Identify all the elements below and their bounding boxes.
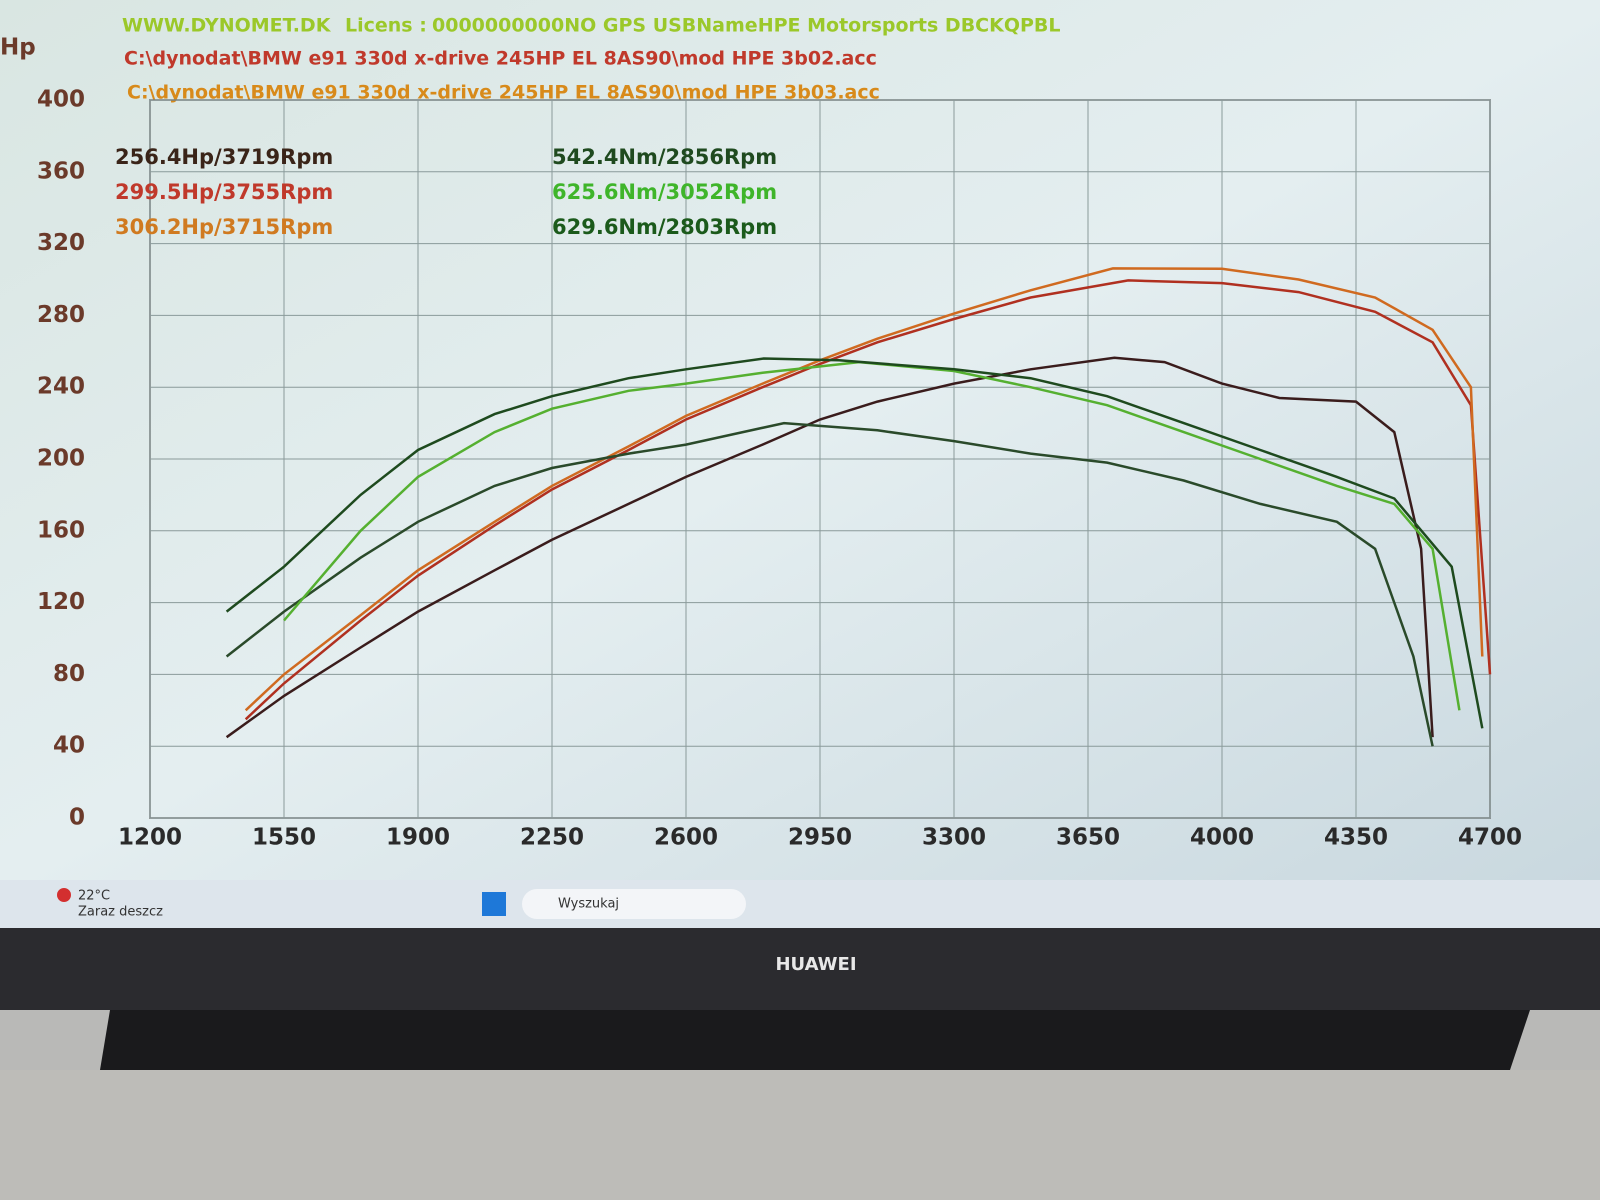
screen bbox=[0, 0, 1600, 880]
file-name: C:\dynodat\BMW e91 330d x-drive 245HP EL… bbox=[124, 48, 877, 70]
x-tick-label: 2600 bbox=[654, 825, 718, 851]
legend-label: 542.4Nm/2856Rpm bbox=[552, 145, 777, 169]
y-tick-label: 240 bbox=[37, 374, 85, 400]
y-tick-label: 320 bbox=[37, 230, 85, 256]
x-tick-label: 1200 bbox=[118, 825, 182, 851]
curve bbox=[244, 267, 1484, 712]
legend-label: 256.4Hp/3719Rpm bbox=[115, 145, 333, 169]
taskbar bbox=[0, 880, 1600, 928]
x-tick-label: 3650 bbox=[1056, 825, 1120, 851]
y-tick-label: 40 bbox=[53, 733, 85, 759]
legend-label: 306.2Hp/3715Rpm bbox=[115, 215, 333, 239]
y-tick-label: 400 bbox=[37, 87, 85, 113]
y-tick-label: 80 bbox=[53, 661, 85, 687]
x-tick-label: 1900 bbox=[386, 825, 450, 851]
x-tick-label: 4700 bbox=[1458, 825, 1522, 851]
x-tick-label: 4000 bbox=[1190, 825, 1254, 851]
hinge bbox=[100, 1010, 1530, 1070]
site: WWW.DYNOMET.DK bbox=[122, 15, 332, 37]
start-button[interactable] bbox=[482, 892, 506, 916]
x-tick-label: 2950 bbox=[788, 825, 852, 851]
x-tick-label: 2250 bbox=[520, 825, 584, 851]
bezel bbox=[0, 928, 1600, 1010]
search-box[interactable] bbox=[522, 889, 746, 919]
file-name: C:\dynodat\BMW e91 330d x-drive 245HP EL… bbox=[127, 82, 880, 104]
y-tick-label: 200 bbox=[37, 446, 85, 472]
brand: HUAWEI bbox=[775, 954, 856, 975]
weather: Zaraz deszcz bbox=[78, 905, 163, 920]
y-axis-label: Hp bbox=[0, 35, 36, 61]
weather-badge bbox=[57, 888, 71, 902]
x-tick-label: 1550 bbox=[252, 825, 316, 851]
curve bbox=[244, 279, 1492, 721]
license-label: Licens : bbox=[345, 15, 427, 37]
curve bbox=[225, 356, 1434, 739]
laptop-base bbox=[0, 1070, 1600, 1200]
x-tick-label: 3300 bbox=[922, 825, 986, 851]
license: 0000000000NO GPS USBNameHPE Motorsports … bbox=[432, 15, 1061, 37]
y-tick-label: 280 bbox=[37, 302, 85, 328]
curve bbox=[225, 421, 1434, 747]
y-tick-label: 0 bbox=[69, 805, 85, 831]
temperature: 22°C bbox=[78, 889, 110, 904]
x-tick-label: 4350 bbox=[1324, 825, 1388, 851]
legend-label: 625.6Nm/3052Rpm bbox=[552, 180, 777, 204]
y-tick-label: 360 bbox=[37, 158, 85, 184]
legend-label: 299.5Hp/3755Rpm bbox=[115, 180, 333, 204]
y-tick-label: 120 bbox=[37, 589, 85, 615]
y-tick-label: 160 bbox=[37, 517, 85, 543]
search-placeholder: Wyszukaj bbox=[558, 897, 619, 912]
legend-label: 629.6Nm/2803Rpm bbox=[552, 215, 777, 239]
curve bbox=[225, 357, 1484, 729]
